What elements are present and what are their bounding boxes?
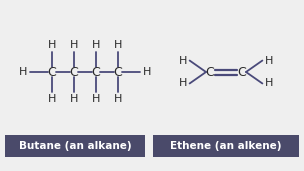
Text: H: H (92, 94, 100, 104)
Text: H: H (143, 67, 151, 77)
Text: H: H (70, 40, 78, 50)
Text: H: H (178, 56, 187, 65)
Text: H: H (70, 94, 78, 104)
Text: H: H (178, 78, 187, 88)
Text: C: C (48, 65, 56, 78)
Text: C: C (114, 65, 123, 78)
Text: H: H (92, 40, 100, 50)
Text: H: H (265, 56, 274, 65)
Text: H: H (114, 94, 122, 104)
Text: H: H (114, 40, 122, 50)
Bar (5, 135, 145, 157)
Text: H: H (19, 67, 27, 77)
Text: Ethene (an alkene): Ethene (an alkene) (170, 141, 282, 151)
Bar (153, 135, 299, 157)
Text: C: C (238, 65, 246, 78)
Text: C: C (206, 65, 214, 78)
Text: H: H (48, 94, 56, 104)
Text: C: C (70, 65, 78, 78)
Text: H: H (48, 40, 56, 50)
Text: H: H (265, 78, 274, 88)
Text: C: C (92, 65, 100, 78)
Text: Butane (an alkane): Butane (an alkane) (19, 141, 131, 151)
